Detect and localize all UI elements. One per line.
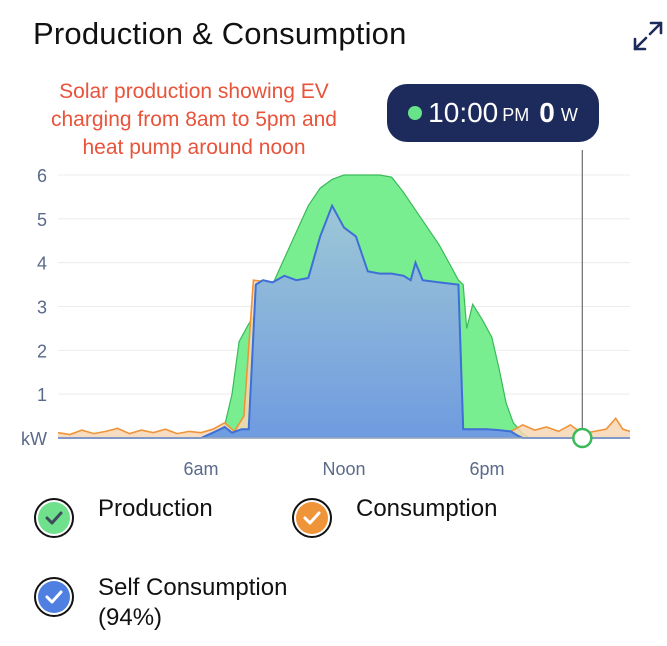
annotation-line: charging from 8am to 5pm and: [51, 108, 337, 131]
legend-label: Consumption: [356, 495, 498, 522]
y-tick-label: 6: [37, 166, 47, 186]
y-axis-label: kW: [21, 429, 47, 449]
legend-label: Production: [98, 495, 213, 522]
check-circle-icon: [34, 577, 74, 617]
y-tick-label: 3: [37, 298, 47, 318]
tooltip-time: 10:00: [428, 97, 499, 128]
annotation-line: heat pump around noon: [82, 136, 306, 159]
cursor-marker: [572, 427, 593, 449]
legend-item-self-consumption[interactable]: Self Consumption (94%): [34, 574, 287, 633]
check-circle-icon: [292, 498, 332, 538]
self-consumption-area: [58, 205, 630, 438]
self-consumption-line: [58, 203, 630, 439]
x-tick-label: 6pm: [469, 459, 504, 479]
tooltip-ampm: PM: [502, 104, 530, 125]
y-tick-label: 2: [37, 341, 47, 361]
x-tick-label: Noon: [322, 459, 365, 479]
tooltip-unit: W: [560, 104, 578, 125]
legend-label: Self Consumption (94%): [98, 574, 288, 631]
production-consumption-chart[interactable]: 1 2 3 4 5 6 kW 6am Noon 6pm: [0, 0, 667, 500]
check-circle-icon: [34, 498, 74, 538]
status-dot-icon: [408, 106, 423, 120]
chart-annotation: Solar production showing EV charging fro…: [24, 78, 364, 162]
chart-tooltip: 10:00 PM 0 W: [387, 84, 599, 142]
annotation-line: Solar production showing EV: [59, 80, 329, 103]
legend-item-consumption[interactable]: Consumption: [292, 495, 497, 538]
tooltip-value: 0: [539, 97, 555, 128]
y-tick-label: 1: [37, 385, 47, 405]
y-tick-label: 5: [37, 210, 47, 230]
expand-icon[interactable]: [632, 20, 664, 52]
legend-item-production[interactable]: Production: [34, 495, 213, 538]
x-tick-label: 6am: [183, 459, 218, 479]
page-title: Production & Consumption: [33, 16, 407, 51]
y-tick-label: 4: [37, 254, 47, 274]
